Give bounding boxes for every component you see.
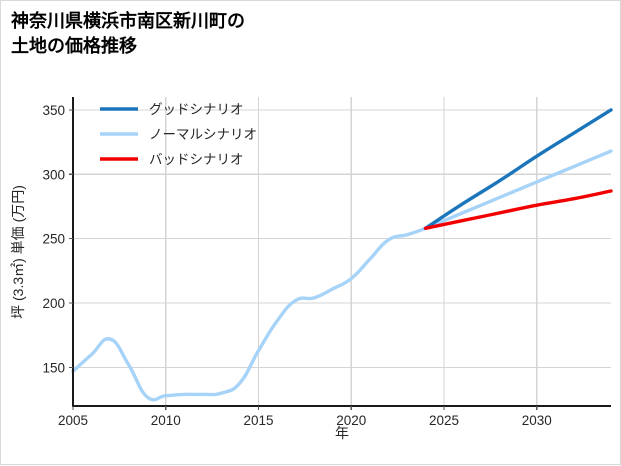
y-axis-title: 坪 (3.3㎡) 単価 (万円)	[10, 185, 26, 319]
x-tick-labels: 2005 2010 2015 2020 2025 2030	[58, 413, 552, 428]
legend-label-1: ノーマルシナリオ	[149, 127, 257, 142]
y-tick-label: 250	[42, 232, 65, 247]
y-tick-label: 200	[42, 296, 65, 311]
x-tick-label: 2030	[522, 413, 552, 428]
y-tick-label: 150	[42, 360, 65, 375]
x-tick-label: 2005	[58, 413, 88, 428]
series-group	[71, 108, 613, 402]
x-tick-label: 2015	[243, 413, 273, 428]
chart-title: 神奈川県横浜市南区新川町の 土地の価格推移	[11, 11, 245, 56]
gridlines-group	[72, 97, 611, 406]
series-line-bad	[423, 189, 613, 231]
legend-label-0: グッドシナリオ	[149, 102, 244, 117]
x-tick-label: 2025	[429, 413, 459, 428]
y-tick-label: 300	[42, 167, 65, 182]
axis-spines	[71, 97, 611, 408]
x-axis-title: 年	[335, 425, 349, 441]
series-line-normal	[71, 149, 613, 402]
x-tick-label: 2020	[336, 413, 366, 428]
y-tick-labels: 150 200 250 300 350	[42, 103, 65, 376]
tick-marks-group	[69, 109, 538, 410]
x-tick-label: 2010	[151, 413, 181, 428]
legend-label-2: バッドシナリオ	[149, 152, 244, 167]
y-tick-label: 350	[42, 103, 65, 118]
series-line-good	[423, 108, 613, 231]
